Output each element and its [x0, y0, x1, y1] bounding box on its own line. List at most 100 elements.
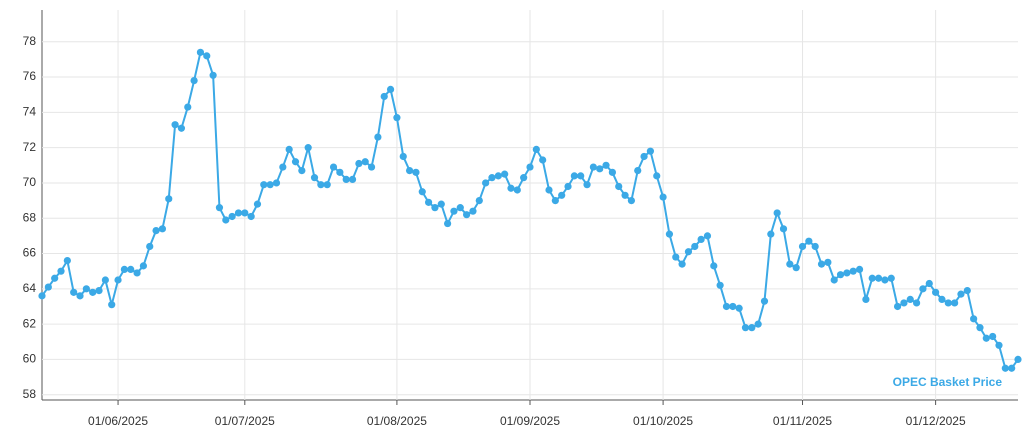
data-point: [722, 302, 731, 311]
data-point: [583, 181, 591, 189]
data-point: [798, 242, 807, 251]
data-point: [539, 156, 547, 164]
data-point: [51, 274, 59, 282]
data-point: [456, 204, 464, 212]
data-point: [431, 204, 439, 212]
data-point: [501, 170, 509, 178]
data-point: [380, 92, 388, 101]
x-tick-label: 01/08/2025: [367, 414, 427, 428]
data-point: [596, 165, 604, 173]
data-point: [703, 232, 712, 240]
data-point: [367, 163, 376, 171]
data-point: [684, 248, 693, 256]
y-tick-label: 64: [23, 281, 37, 295]
data-point: [482, 179, 490, 187]
data-point: [171, 121, 179, 129]
data-point: [855, 265, 864, 274]
data-point: [805, 237, 813, 245]
data-point: [957, 290, 965, 298]
data-point: [836, 271, 845, 279]
data-point: [304, 144, 312, 152]
data-point: [44, 283, 52, 291]
data-point: [89, 288, 97, 296]
data-point: [82, 285, 90, 293]
data-point: [291, 158, 300, 166]
data-point: [184, 103, 192, 111]
data-point: [919, 285, 927, 293]
y-tick-label: 72: [23, 140, 37, 154]
y-tick-label: 60: [23, 352, 37, 366]
data-point: [767, 230, 775, 238]
data-point: [215, 204, 224, 212]
data-point: [912, 299, 921, 307]
data-point: [95, 286, 103, 295]
data-point: [336, 168, 344, 176]
data-point: [405, 166, 414, 175]
data-point: [982, 334, 990, 342]
data-point: [190, 76, 198, 85]
data-point: [526, 163, 534, 171]
data-point: [817, 260, 826, 268]
data-point: [133, 269, 141, 277]
data-point: [773, 209, 781, 217]
data-point: [570, 172, 578, 180]
data-point: [849, 267, 857, 275]
data-point: [1008, 364, 1016, 372]
data-point: [76, 292, 84, 300]
data-point: [70, 288, 78, 296]
data-point: [507, 184, 515, 192]
data-point: [152, 226, 160, 235]
data-point: [196, 48, 205, 56]
data-point: [697, 235, 705, 244]
data-point: [646, 147, 655, 155]
data-point: [374, 133, 382, 141]
data-point: [494, 172, 502, 180]
data-point: [634, 166, 642, 175]
data-point: [716, 281, 724, 289]
data-point: [564, 182, 572, 191]
y-tick-label: 58: [23, 387, 37, 401]
data-point: [532, 145, 540, 154]
data-point: [640, 152, 648, 161]
y-tick-label: 76: [23, 69, 37, 83]
data-point: [317, 181, 325, 189]
data-point: [393, 114, 401, 122]
data-point: [475, 196, 483, 205]
y-tick-label: 66: [23, 246, 37, 260]
data-point: [38, 292, 46, 300]
data-point: [830, 276, 838, 284]
data-point: [203, 52, 211, 60]
x-tick-label: 01/07/2025: [215, 414, 275, 428]
data-point: [659, 193, 667, 201]
data-point: [418, 188, 426, 196]
data-point: [748, 324, 756, 332]
data-point: [963, 286, 971, 295]
data-point: [342, 175, 350, 184]
x-tick-label: 01/10/2025: [633, 414, 693, 428]
data-point: [741, 324, 750, 332]
data-point: [120, 265, 128, 274]
data-point: [209, 71, 217, 79]
data-point: [786, 260, 794, 268]
data-point: [558, 191, 566, 199]
data-point: [241, 209, 249, 217]
data-point: [900, 299, 908, 307]
data-point: [545, 186, 553, 194]
data-point: [944, 299, 952, 307]
data-point: [862, 295, 870, 304]
data-point: [691, 242, 699, 251]
data-point: [925, 279, 933, 288]
data-point: [881, 276, 889, 284]
data-point: [621, 191, 629, 199]
data-point: [887, 274, 895, 282]
data-point: [608, 168, 616, 176]
data-point: [101, 276, 109, 284]
data-point: [520, 174, 528, 182]
data-point: [57, 267, 65, 275]
data-point: [653, 172, 661, 180]
data-point: [444, 219, 452, 228]
data-point: [1001, 364, 1009, 372]
data-point: [114, 276, 122, 284]
data-point: [976, 324, 984, 332]
data-point: [108, 301, 116, 309]
